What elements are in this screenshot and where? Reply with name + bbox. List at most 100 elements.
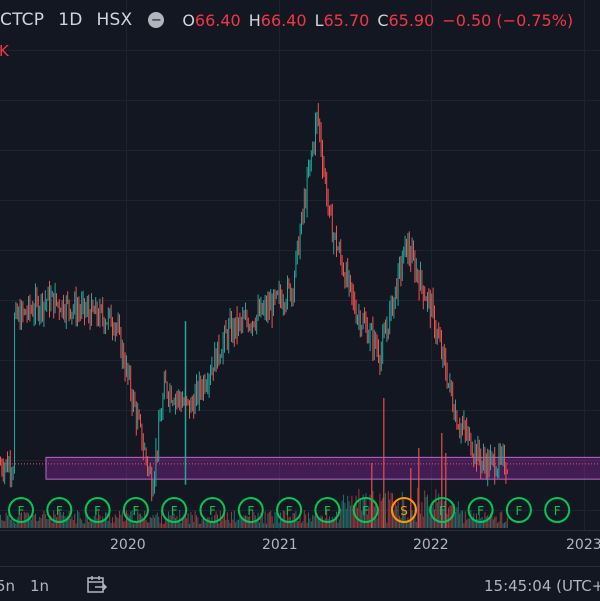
volume-bar <box>474 519 476 528</box>
volume-bar <box>49 517 50 528</box>
support-zone <box>45 456 600 480</box>
volume-bar <box>487 515 489 528</box>
volume-bar <box>435 489 437 528</box>
symbol-name[interactable]: CTCP <box>0 10 45 30</box>
volume-bar <box>36 521 38 528</box>
volume-bar <box>484 512 486 528</box>
volume-bar <box>184 513 186 528</box>
volume-bar <box>420 513 421 528</box>
volume-bar <box>149 516 151 528</box>
minus-circle-icon[interactable]: − <box>148 12 165 28</box>
volume-bar <box>299 512 301 528</box>
volume-bar <box>485 516 487 528</box>
volume-bar <box>154 517 155 528</box>
volume-bar <box>274 512 276 528</box>
volume-bar <box>326 510 328 528</box>
volume-bar <box>313 516 315 528</box>
signal-marker-label: F <box>439 504 446 518</box>
signal-marker <box>199 497 226 523</box>
volume-bar <box>448 507 449 528</box>
volume-bar <box>396 505 398 528</box>
volume-bar <box>28 513 29 528</box>
volume-bar <box>242 518 244 528</box>
volume-bar <box>7 515 8 528</box>
volume-bar <box>506 517 508 528</box>
volume-bar <box>427 494 428 528</box>
volume-bar <box>239 510 241 528</box>
volume-bar <box>459 513 461 528</box>
volume-bar <box>336 511 337 528</box>
volume-bar <box>155 514 157 528</box>
volume-bar <box>205 522 207 528</box>
volume-bar <box>315 512 316 528</box>
volume-bar <box>243 515 245 528</box>
volume-bar <box>280 512 281 528</box>
volume-bar <box>21 512 22 528</box>
volume-bar <box>208 517 210 528</box>
volume-bar <box>463 523 465 528</box>
volume-bar <box>497 523 498 528</box>
volume-bar <box>369 494 371 528</box>
volume-bar <box>464 511 466 528</box>
volume-bar <box>236 519 238 528</box>
volume-bar <box>250 521 252 528</box>
volume-bar <box>421 502 423 528</box>
volume-bar <box>371 463 373 528</box>
volume-bar <box>491 511 493 528</box>
volume-bar <box>470 510 472 528</box>
volume-bar <box>224 510 225 528</box>
change-value: −0.50 (−0.75%) <box>442 10 574 30</box>
volume-bar <box>75 523 77 528</box>
volume-bar <box>2 520 4 528</box>
volume-bar <box>193 522 195 528</box>
volume-bar <box>133 523 134 528</box>
volume-bar <box>172 510 174 528</box>
volume-bar <box>0 514 1 528</box>
timeframe-1n[interactable]: 1n <box>30 577 50 595</box>
volume-bar <box>436 502 438 528</box>
volume-bar <box>92 521 94 528</box>
volume-bar <box>40 518 42 528</box>
volume-bar <box>432 501 434 528</box>
volume-bar <box>124 520 126 528</box>
volume-bar <box>275 512 277 528</box>
volume-bar <box>85 515 87 528</box>
volume-bar <box>78 512 80 528</box>
volume-bar <box>273 523 274 528</box>
volume-bar <box>197 517 199 528</box>
volume-bar <box>501 511 503 528</box>
interval-label[interactable]: 1D <box>58 10 83 30</box>
volume-bar <box>147 522 148 528</box>
volume-bar <box>442 511 444 528</box>
volume-bar <box>322 516 323 528</box>
volume-bar <box>106 512 108 528</box>
volume-bar <box>310 521 312 528</box>
volume-bar <box>268 511 270 528</box>
volume-bar <box>312 514 314 528</box>
volume-bar <box>281 519 283 528</box>
volume-bar <box>379 493 381 528</box>
volume-bar <box>271 516 273 528</box>
volume-bar <box>404 509 406 528</box>
volume-bar <box>110 522 112 528</box>
volume-bar <box>84 523 85 528</box>
volume-bar <box>359 499 361 528</box>
volume-bar <box>65 517 67 528</box>
volume-bar <box>403 499 405 528</box>
volume-bar <box>298 520 300 528</box>
calendar-range-icon[interactable] <box>86 575 108 595</box>
timeframe-5n[interactable]: 5n <box>0 577 16 595</box>
volume-bar <box>334 516 336 528</box>
volume-bar <box>327 519 329 528</box>
volume-bar <box>187 513 189 528</box>
volume-bar <box>504 522 505 528</box>
volume-bar <box>127 513 129 528</box>
open-label: O <box>182 10 195 30</box>
signal-marker-label: F <box>554 504 561 518</box>
volume-bar <box>240 515 242 528</box>
volume-bar <box>378 507 379 528</box>
volume-bar <box>23 511 25 528</box>
signal-marker-label: F <box>171 504 178 518</box>
